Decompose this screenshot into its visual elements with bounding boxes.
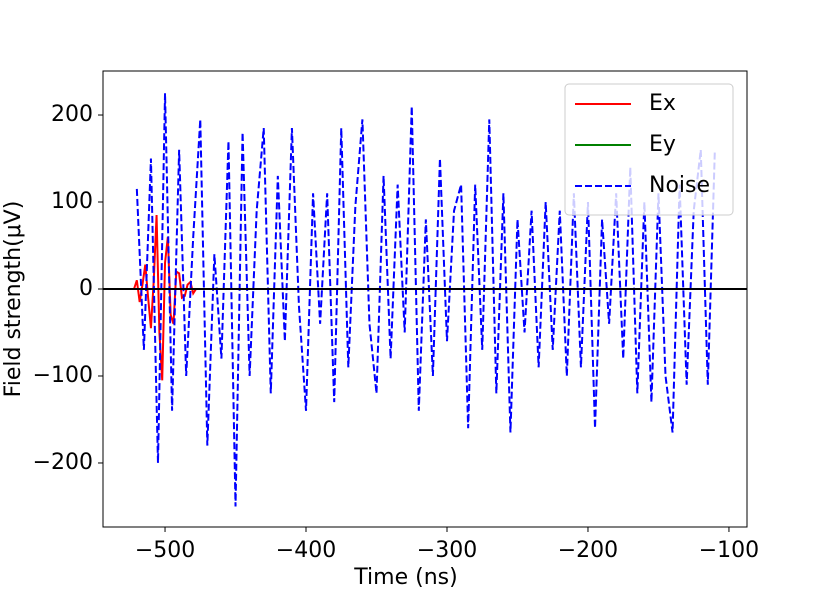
y-tick-label: 100 bbox=[51, 189, 93, 214]
x-axis-label: Time (ns) bbox=[353, 565, 457, 590]
x-tick-label: −300 bbox=[417, 538, 477, 563]
x-tick-label: −400 bbox=[276, 538, 336, 563]
y-tick-label: −200 bbox=[33, 450, 93, 475]
y-tick-label: 200 bbox=[51, 102, 93, 127]
y-axis-label: Field strength(μV) bbox=[1, 201, 26, 398]
legend-label: Ex bbox=[649, 91, 676, 116]
y-tick-label: −100 bbox=[33, 363, 93, 388]
legend-label: Noise bbox=[649, 173, 710, 198]
series-line bbox=[135, 93, 716, 507]
y-tick-label: 0 bbox=[79, 276, 93, 301]
legend-box bbox=[564, 83, 734, 216]
plot-frame bbox=[102, 70, 748, 528]
series-line bbox=[133, 215, 197, 381]
x-tick-label: −200 bbox=[558, 538, 618, 563]
x-tick-label: −500 bbox=[135, 538, 195, 563]
legend-label: Ey bbox=[649, 132, 676, 157]
x-tick-label: −100 bbox=[699, 538, 759, 563]
